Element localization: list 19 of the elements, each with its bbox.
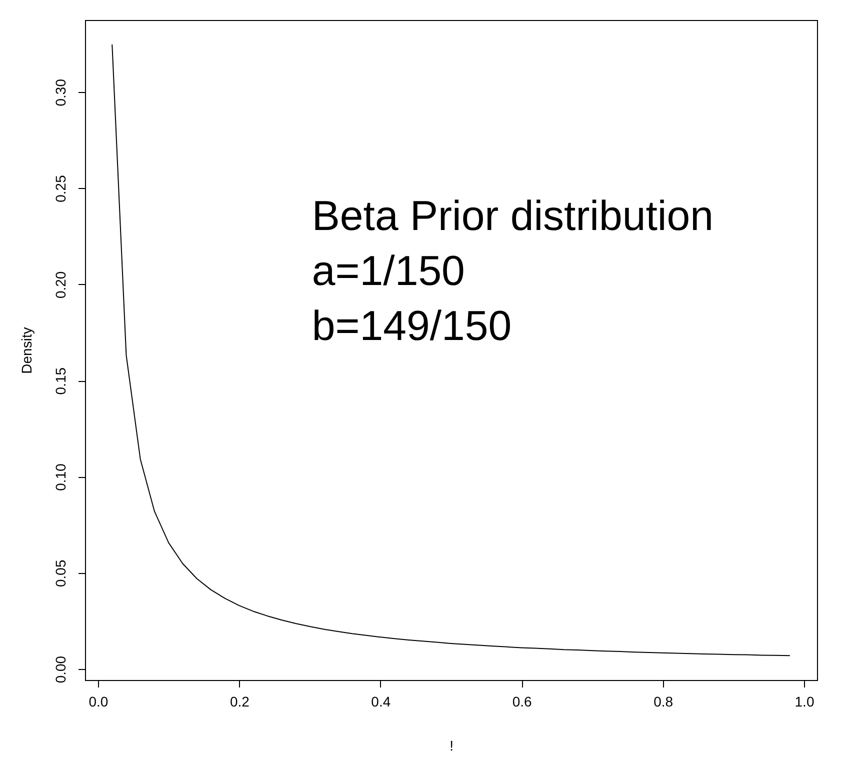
y-tick-label: 0.25 [52, 174, 68, 202]
annotation: a=1/150 [312, 247, 465, 294]
y-axis-title: Density [18, 327, 34, 374]
x-tick-label: 0.0 [88, 694, 108, 710]
y-tick-label: 0.05 [52, 560, 68, 588]
x-tick-label: 0.8 [654, 694, 674, 710]
annotation: Beta Prior distribution [312, 192, 714, 239]
x-tick-label: 1.0 [794, 694, 814, 710]
x-tick-label: 0.4 [371, 694, 391, 710]
line-series [112, 44, 790, 656]
y-tick-label: 0.15 [52, 367, 68, 395]
y-tick-label: 0.20 [52, 271, 68, 299]
x-axis-title: ! [450, 738, 454, 754]
y-tick-label: 0.30 [52, 78, 68, 106]
annotation: b=149/150 [312, 302, 512, 349]
y-tick-label: 0.00 [52, 656, 68, 684]
x-tick-label: 0.2 [230, 694, 250, 710]
y-tick-label: 0.10 [52, 463, 68, 491]
x-tick-label: 0.6 [512, 694, 532, 710]
